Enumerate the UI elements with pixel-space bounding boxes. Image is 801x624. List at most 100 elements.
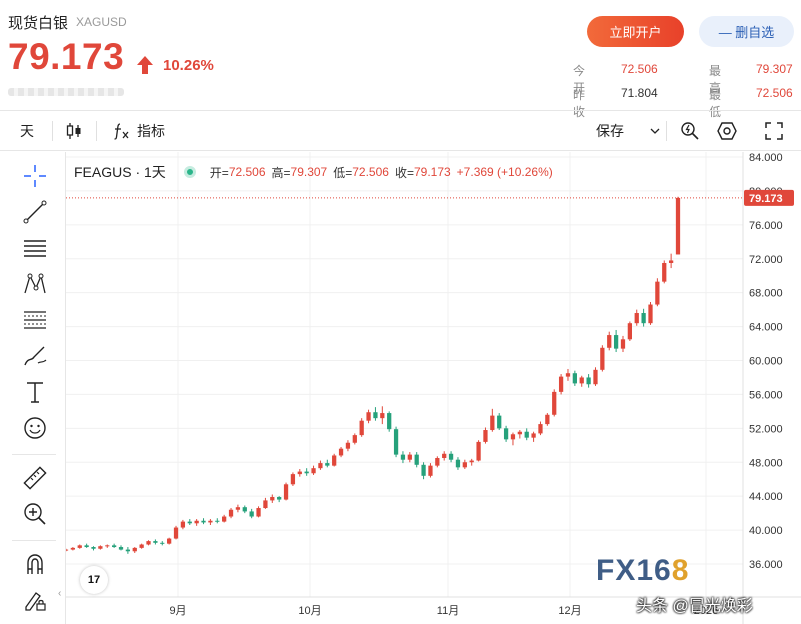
change-percent: 10.26% <box>163 57 214 74</box>
candle-body <box>290 474 296 485</box>
candle-body <box>222 516 227 522</box>
candle-body <box>105 545 110 547</box>
candle-body <box>338 448 344 456</box>
legend-low-value: 72.506 <box>352 165 389 179</box>
legend-title: FEAGUS · 1天 <box>74 164 166 180</box>
candle-body <box>345 442 351 449</box>
candle-body <box>510 434 516 440</box>
candle-body <box>641 313 646 324</box>
candle-body <box>112 545 117 548</box>
stat-value: 72.506 <box>756 86 793 100</box>
candle-body <box>655 281 660 305</box>
instrument-symbol: XAGUSD <box>76 15 127 29</box>
quick-search-icon[interactable] <box>680 111 700 151</box>
stat-value: 72.506 <box>621 62 658 76</box>
candle-body <box>400 454 406 460</box>
candle-body <box>215 520 220 522</box>
candle-body <box>552 391 557 415</box>
candle-body <box>558 376 564 392</box>
candle-body <box>242 507 247 512</box>
candle-body <box>352 435 357 443</box>
candle-body <box>565 373 571 377</box>
legend-change: +7.369 (+10.26%) <box>456 165 553 179</box>
last-price-badge <box>744 189 794 206</box>
candle-body <box>648 304 653 324</box>
ruler-icon[interactable] <box>20 463 50 493</box>
blurred-text <box>8 88 124 96</box>
y-tick-label: 84.000 <box>749 152 783 164</box>
candle-body <box>545 414 550 425</box>
candle-body <box>228 509 234 517</box>
zoom-in-icon[interactable] <box>20 499 50 529</box>
candle-body <box>627 323 632 340</box>
candle-body <box>579 377 584 384</box>
brush-icon[interactable] <box>20 341 50 371</box>
price-chart[interactable]: 84.00080.00076.00072.00068.00064.00060.0… <box>63 152 801 624</box>
legend-low-label: 低= <box>333 165 353 180</box>
open-account-button[interactable]: 立即开户 <box>587 16 684 47</box>
candle-body <box>297 471 302 475</box>
remove-watchlist-button[interactable]: — 删自选 <box>699 16 794 47</box>
last-price-label: 79.173 <box>749 193 783 205</box>
candle-body <box>503 428 509 440</box>
candle-body <box>139 544 144 548</box>
x-tick-label: 12月 <box>558 605 581 617</box>
interval-button[interactable]: 天 <box>20 123 34 139</box>
y-tick-label: 40.000 <box>749 525 783 537</box>
candle-body <box>380 413 385 419</box>
candle-body <box>586 377 591 385</box>
candle-body <box>359 420 364 436</box>
candle-body <box>634 313 639 324</box>
candle-body <box>613 335 619 349</box>
fullscreen-icon[interactable] <box>765 111 783 151</box>
candle-body <box>414 454 419 465</box>
legend-high-value: 79.307 <box>290 165 328 179</box>
candlestick-chart[interactable]: 84.00080.00076.00072.00068.00064.00060.0… <box>63 152 801 624</box>
magnet-icon[interactable] <box>20 549 50 579</box>
fib-retracement-icon[interactable] <box>20 305 50 335</box>
candle-body <box>407 454 412 460</box>
last-price: 79.173 <box>8 36 125 77</box>
trend-line-icon[interactable] <box>20 197 50 227</box>
settings-icon[interactable] <box>717 111 737 151</box>
divider <box>12 540 56 541</box>
lock-drawing-icon[interactable] <box>20 585 50 615</box>
toutiao-watermark: 头条 @冒光焕彩 <box>636 598 753 615</box>
candle-body <box>270 497 275 501</box>
crosshair-icon[interactable] <box>20 161 50 191</box>
legend-open-label: 开= <box>209 165 229 180</box>
divider <box>52 121 53 141</box>
indicators-button[interactable]: 指标 <box>113 111 165 151</box>
text-tool-icon[interactable] <box>20 377 50 407</box>
pattern-icon[interactable] <box>20 269 50 299</box>
candle-body <box>318 463 323 469</box>
fx168-watermark: FX168 <box>596 554 689 588</box>
candle-body <box>304 471 309 474</box>
candle-style-icon[interactable] <box>66 111 82 151</box>
stat-label: 最低 <box>709 88 722 119</box>
save-dropdown[interactable]: 保存 <box>596 111 660 151</box>
y-tick-label: 48.000 <box>749 457 783 469</box>
emoji-icon[interactable] <box>20 413 50 443</box>
stat-value: 71.804 <box>621 86 658 100</box>
tradingview-logo[interactable]: 17 <box>80 566 108 594</box>
candle-body <box>620 339 626 349</box>
candle-body <box>132 547 137 552</box>
fx168-watermark-a: FX16 <box>596 554 672 587</box>
candle-body <box>201 520 206 523</box>
parallel-lines-icon[interactable] <box>20 233 50 263</box>
candle-body <box>435 458 440 466</box>
candle-body <box>442 453 447 459</box>
quote-header: 现货白银 XAGUSD 79.173 10.26% 立即开户 — 删自选 今开 … <box>0 0 801 119</box>
candle-body <box>84 545 89 548</box>
market-status-dot <box>183 166 196 178</box>
stat-label: 最高 <box>709 64 722 95</box>
candle-body <box>448 453 454 460</box>
candle-body <box>167 538 172 544</box>
y-tick-label: 76.000 <box>749 220 783 232</box>
candle-body <box>256 508 261 517</box>
divider <box>12 454 56 455</box>
chart-panel: 天 指标 保存 <box>0 110 801 624</box>
candle-body <box>675 197 681 255</box>
collapse-toolbar-icon[interactable]: ‹ <box>58 588 62 599</box>
